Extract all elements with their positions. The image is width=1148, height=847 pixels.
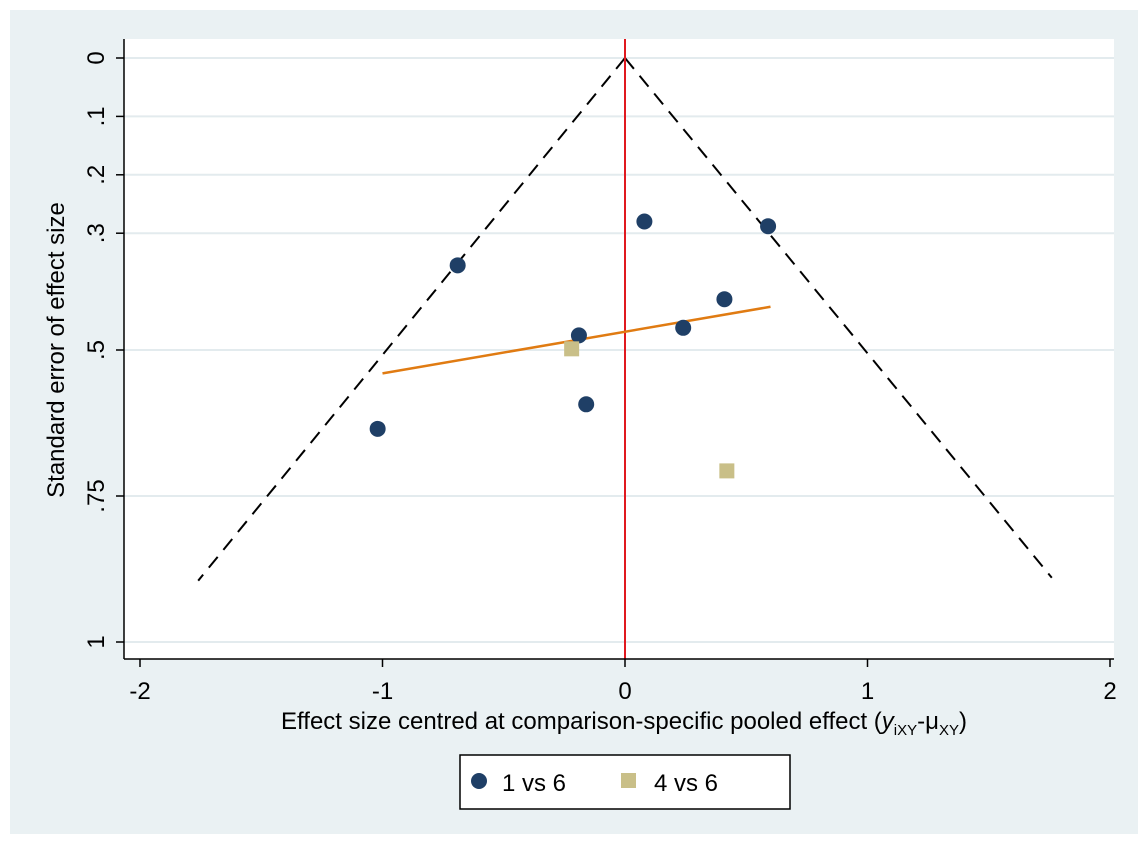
tick-labels: 0 .1 .2 .3 .5 .75 1 -2 -1 0 1 2 bbox=[83, 51, 1117, 705]
data-point-circle bbox=[675, 319, 692, 336]
legend-marker-4vs6 bbox=[621, 773, 636, 788]
data-point-circle bbox=[760, 218, 777, 235]
data-point-square bbox=[564, 341, 580, 357]
data-point-circle bbox=[636, 213, 653, 230]
legend: 1 vs 6 4 vs 6 bbox=[459, 754, 791, 810]
x-axis-label-close: ) bbox=[959, 708, 967, 735]
x-axis-label-y: y bbox=[880, 708, 896, 735]
funnel-left-line bbox=[197, 57, 626, 582]
x-axis-label-y-sub: iXY bbox=[894, 722, 917, 739]
x-tick-label: 2 bbox=[1103, 678, 1116, 705]
data-points bbox=[369, 213, 777, 479]
data-point-square bbox=[719, 463, 735, 479]
legend-marker-1vs6 bbox=[471, 773, 487, 789]
axes bbox=[123, 39, 1114, 660]
x-axis-label-dash: -μ bbox=[917, 708, 939, 735]
y-tick-label: .2 bbox=[83, 165, 110, 185]
x-axis-label-mu-sub: XY bbox=[939, 722, 959, 739]
x-axis-label: Effect size centred at comparison-specif… bbox=[281, 708, 967, 739]
funnel-right-line bbox=[624, 57, 1053, 579]
data-point-circle bbox=[369, 420, 386, 437]
x-tick-label: -2 bbox=[129, 678, 150, 705]
y-axis-label: Standard error of effect size bbox=[43, 202, 70, 498]
data-point-circle bbox=[578, 396, 595, 413]
y-tick-label: .75 bbox=[83, 479, 110, 512]
data-point-circle bbox=[716, 291, 733, 308]
legend-label-4vs6: 4 vs 6 bbox=[654, 770, 718, 797]
funnel-lines bbox=[197, 57, 1053, 582]
y-tick-label: .3 bbox=[83, 223, 110, 243]
y-tick-label: .1 bbox=[83, 106, 110, 126]
y-tick-label: 0 bbox=[83, 51, 110, 64]
legend-label-1vs6: 1 vs 6 bbox=[502, 770, 566, 797]
y-tick-label: 1 bbox=[83, 635, 110, 648]
y-tick-label: .5 bbox=[83, 340, 110, 360]
x-tick-label: -1 bbox=[372, 678, 393, 705]
x-tick-label: 1 bbox=[861, 678, 874, 705]
data-point-circle bbox=[449, 257, 466, 274]
x-axis-label-main: Effect size centred at comparison-specif… bbox=[281, 708, 882, 735]
data-point-circle bbox=[570, 327, 587, 344]
x-tick-label: 0 bbox=[618, 678, 631, 705]
grid-lines bbox=[124, 57, 1114, 643]
